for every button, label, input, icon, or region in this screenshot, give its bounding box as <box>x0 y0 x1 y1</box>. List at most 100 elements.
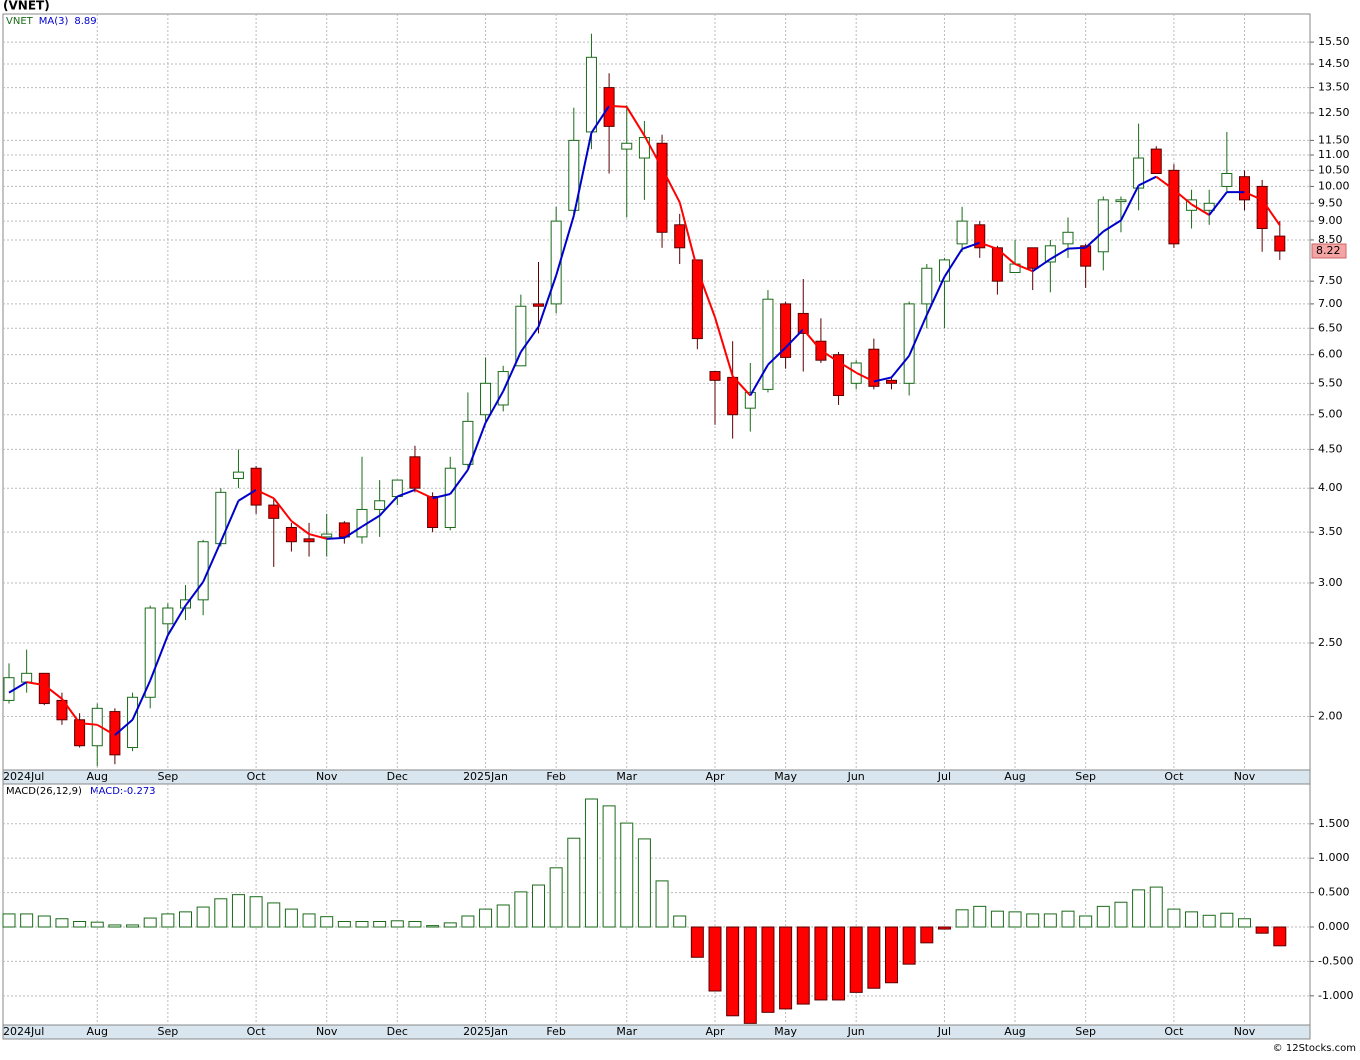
macd-bar <box>1008 911 1022 928</box>
candle-body <box>21 672 33 683</box>
ma-line <box>802 328 822 351</box>
macd-bar <box>1132 889 1146 928</box>
ma-line <box>131 680 152 721</box>
y-tick-label: 3.00 <box>1318 576 1343 589</box>
ma-line <box>908 314 928 357</box>
macd-bar <box>990 910 1004 928</box>
ma-line <box>1014 263 1034 273</box>
ma-line <box>1244 191 1263 201</box>
macd-bar <box>584 798 598 928</box>
candle-body <box>1133 157 1145 189</box>
x-tick-label: Mar <box>616 1025 637 1038</box>
y-tick-label: 2.00 <box>1318 709 1343 722</box>
candle-body <box>374 500 386 510</box>
ma-line <box>26 681 45 687</box>
y-tick-label: 12.50 <box>1318 106 1350 119</box>
macd-bar <box>249 896 263 928</box>
ma-line <box>731 375 752 397</box>
y-tick-label: 11.50 <box>1318 133 1350 146</box>
candle-body <box>462 420 474 465</box>
candle-body <box>674 224 686 249</box>
candle-body <box>1027 247 1039 269</box>
candle-body <box>585 56 597 133</box>
ma-line <box>219 500 240 543</box>
chart-title: (VNET) <box>3 0 50 13</box>
x-tick-label: 2025Jan <box>463 770 508 783</box>
macd-bar <box>443 922 457 928</box>
ma-line <box>925 276 946 316</box>
macd-bar <box>1202 914 1216 928</box>
y-tick-label: 8.50 <box>1318 233 1343 246</box>
x-tick-label: Feb <box>546 1025 565 1038</box>
ma-line <box>1138 175 1157 187</box>
ma-line <box>502 351 522 392</box>
ma-line <box>1120 184 1140 221</box>
macd-bar <box>690 926 704 958</box>
macd-bar <box>90 921 104 928</box>
candle-body <box>1203 202 1215 211</box>
ma-line <box>1191 203 1210 216</box>
macd-bar <box>1026 913 1040 928</box>
candle-body <box>956 220 968 245</box>
x-tick-label: 2024Jul <box>3 1025 44 1038</box>
footer: © 12Stocks.com <box>1273 1043 1356 1054</box>
macd-value: -0.273 <box>123 786 155 797</box>
macd-bar <box>796 926 810 1005</box>
x-tick-label: Sep <box>1075 1025 1096 1038</box>
x-axis-band <box>2 769 1311 785</box>
macd-bar <box>743 926 757 1024</box>
macd-bar <box>549 867 563 928</box>
x-tick-label: Dec <box>387 770 408 783</box>
ma-line <box>326 536 345 540</box>
x-tick-label: 2024Jul <box>3 770 44 783</box>
x-tick-label: Aug <box>1004 770 1025 783</box>
candle-body <box>497 371 509 406</box>
macd-bar <box>567 837 581 928</box>
ma-line <box>696 269 716 318</box>
x-tick-label: Oct <box>247 1025 267 1038</box>
candle-body <box>1239 176 1250 201</box>
macd-bar <box>1149 886 1163 928</box>
ma-line <box>237 488 257 502</box>
y-tick-label: 9.50 <box>1318 196 1343 209</box>
x-tick-label: Oct <box>1164 1025 1184 1038</box>
macd-bar <box>885 926 898 984</box>
x-tick-label: Dec <box>387 1025 408 1038</box>
x-tick-label: Oct <box>1164 770 1184 783</box>
y-tick-label: 7.50 <box>1318 274 1343 287</box>
macd-bar <box>373 920 387 928</box>
macd-bar <box>426 925 440 928</box>
y-tick-label: 10.50 <box>1318 163 1350 176</box>
macd-bar <box>779 926 793 1010</box>
candle-body <box>780 303 792 358</box>
candle-body <box>409 456 421 489</box>
ma-line <box>484 390 505 424</box>
ma-line <box>873 376 892 383</box>
macd-bar <box>673 915 687 928</box>
candle-body <box>1115 199 1127 203</box>
macd-bar <box>1043 913 1057 928</box>
candle-body <box>180 599 191 609</box>
candle-body <box>833 354 845 397</box>
macd-bar <box>267 902 281 928</box>
y-tick-label: 4.50 <box>1318 442 1343 455</box>
legend-ma-name: MA(3) <box>39 16 69 27</box>
macd-bar <box>2 913 16 928</box>
x-tick-label: 2025Jan <box>463 1025 508 1038</box>
macd-bar <box>602 805 616 928</box>
candle-body <box>321 533 333 538</box>
candle-body <box>533 303 544 307</box>
macd-bar <box>1079 915 1093 928</box>
candle-body <box>1062 231 1074 245</box>
ma-line <box>43 684 63 700</box>
macd-label: MACD: <box>90 786 123 797</box>
macd-bar <box>726 926 740 1017</box>
macd-bar <box>37 915 51 928</box>
legend: VNET MA(3) 8.89 <box>6 16 97 27</box>
candle-body <box>391 479 403 498</box>
legend-ticker: VNET <box>6 16 34 27</box>
macd-bar <box>214 898 228 928</box>
legend-ma-value: 8.89 <box>74 16 96 27</box>
x-tick-label: Apr <box>705 770 725 783</box>
